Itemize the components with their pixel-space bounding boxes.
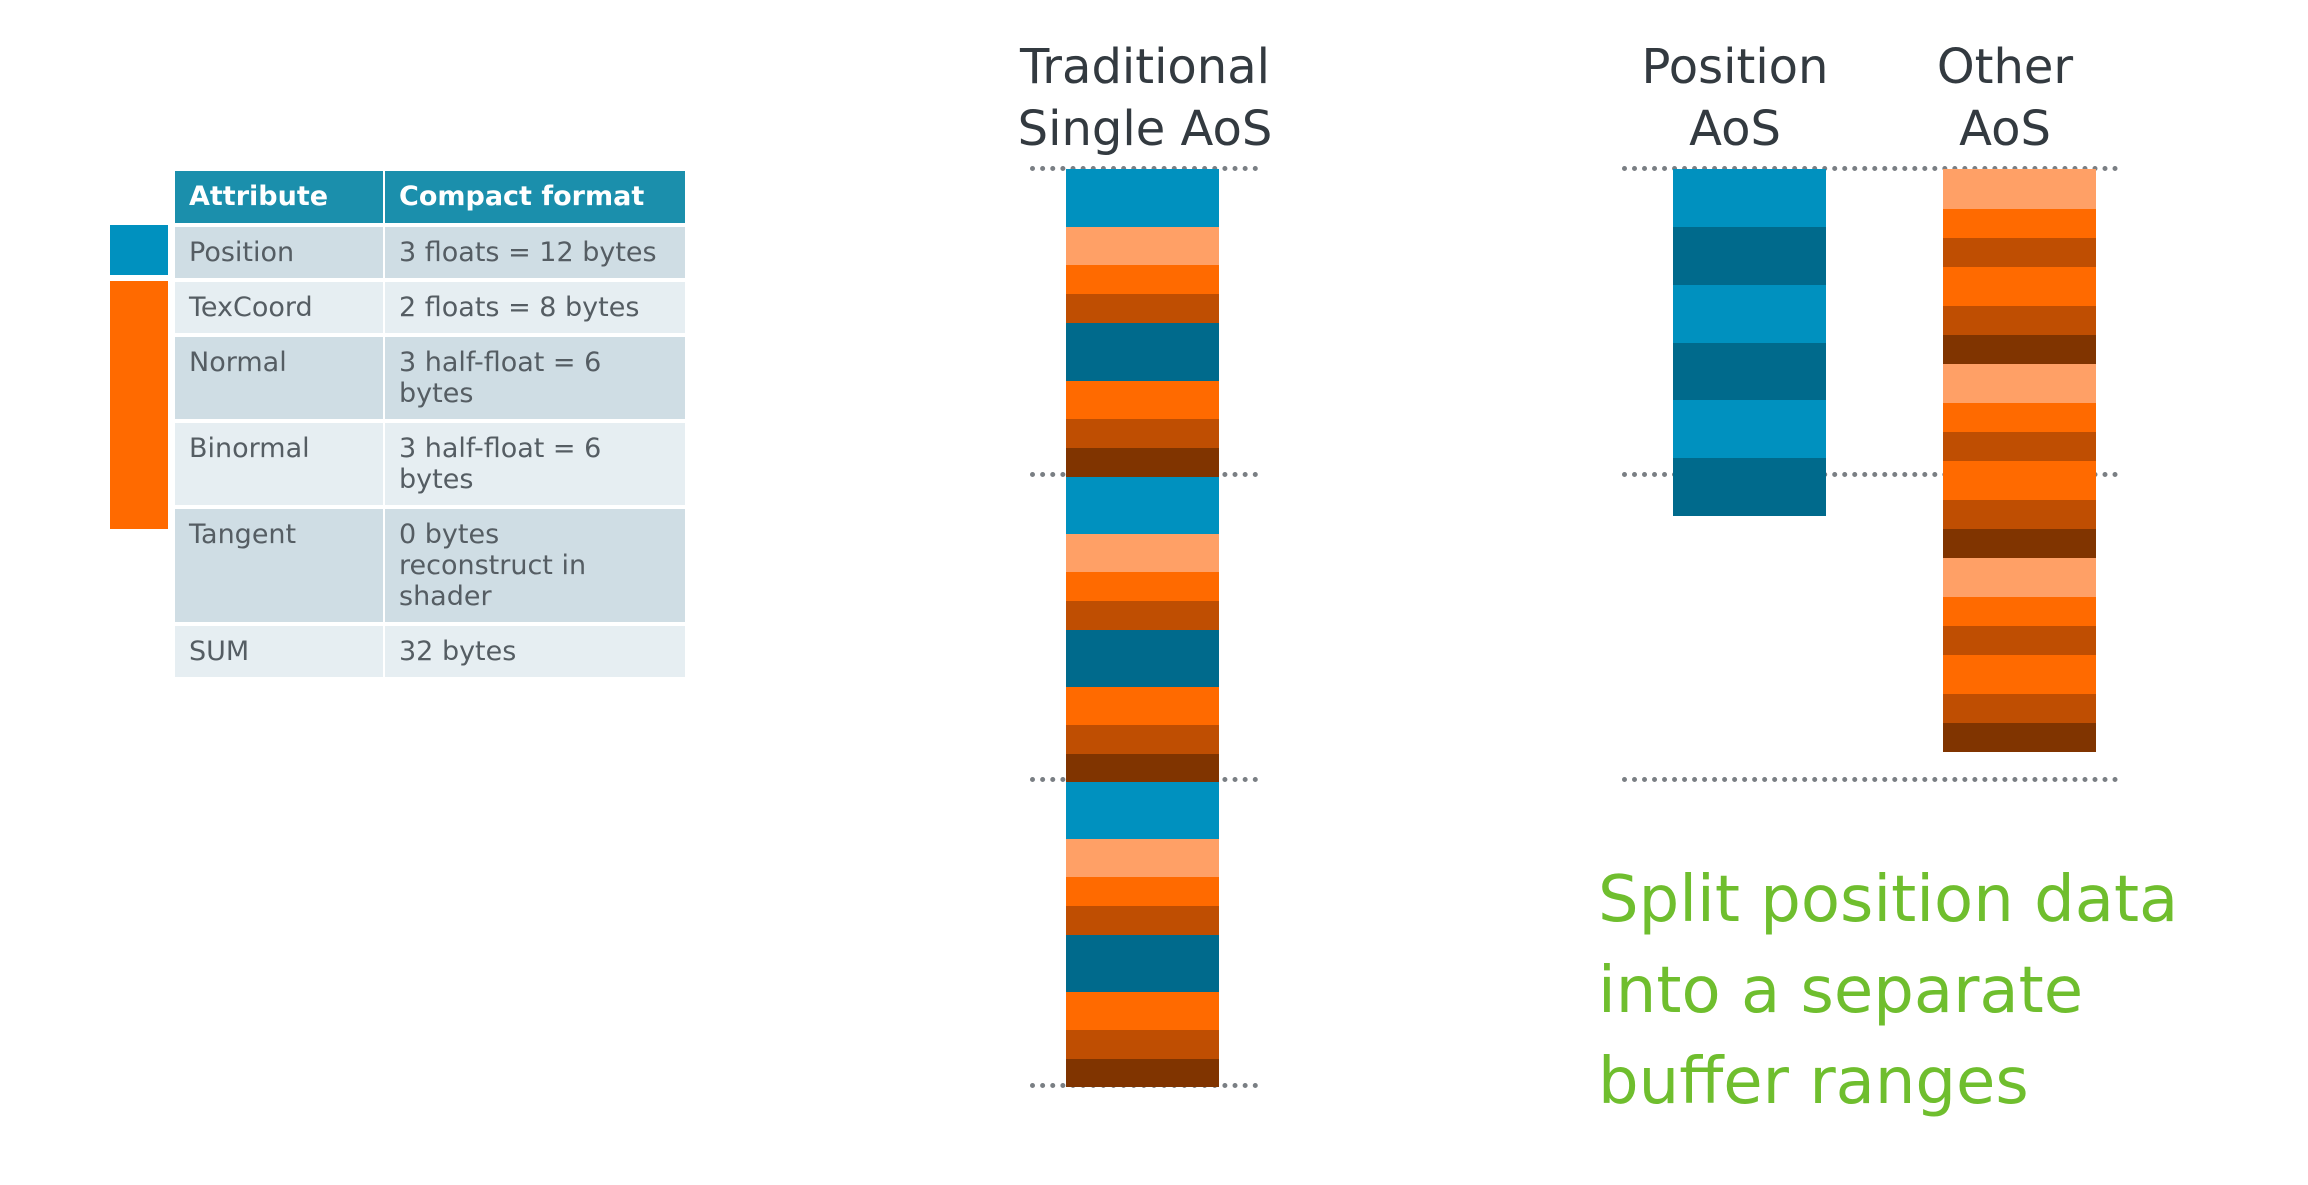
cell-format-line2: reconstruct in shader — [399, 550, 587, 612]
binormal-stripe — [1943, 626, 2096, 655]
cell-format: 3 floats = 12 bytes — [385, 227, 685, 278]
cell-attribute: Tangent — [175, 509, 385, 622]
binormal-stripe — [1066, 294, 1219, 323]
texcoord-stripe — [1943, 169, 2096, 209]
normal-stripe — [1066, 1030, 1219, 1059]
position-stripe — [1066, 630, 1219, 687]
position-stripe — [1066, 782, 1219, 839]
texcoord-stripe — [1066, 227, 1219, 265]
table-row: Binormal 3 half-float = 6 bytes — [175, 423, 685, 505]
position-stripe — [1066, 169, 1219, 227]
texcoord-stripe — [1066, 534, 1219, 572]
other-attributes-legend-bar — [110, 281, 168, 529]
position-stripe — [1066, 477, 1219, 534]
normal-stripe — [1066, 419, 1219, 448]
position-aos-title-line1: Position — [1641, 39, 1829, 95]
normal-stripe — [1943, 306, 2096, 335]
cell-attribute: SUM — [175, 626, 385, 677]
boundary-line — [1622, 777, 2118, 782]
texcoord-stripe — [1943, 461, 2096, 500]
normal-stripe — [1943, 597, 2096, 626]
normal-stripe — [1943, 500, 2096, 529]
cell-format: 3 half-float = 6 bytes — [385, 337, 685, 419]
texcoord-stripe — [1943, 655, 2096, 694]
cell-format-line1: 0 bytes — [399, 519, 500, 550]
normal-stripe — [1066, 725, 1219, 754]
position-stripe — [1066, 323, 1219, 381]
traditional-aos-title-line2: Single AoS — [1017, 101, 1273, 157]
table-row: Normal 3 half-float = 6 bytes — [175, 337, 685, 419]
cell-format: 3 half-float = 6 bytes — [385, 423, 685, 505]
texcoord-stripe — [1066, 839, 1219, 877]
normal-stripe — [1066, 265, 1219, 294]
binormal-stripe — [1066, 906, 1219, 935]
other-aos-title: Other AoS — [1880, 36, 2130, 160]
cell-attribute: Position — [175, 227, 385, 278]
normal-stripe — [1943, 209, 2096, 238]
cell-attribute: Binormal — [175, 423, 385, 505]
traditional-aos-title: Traditional Single AoS — [1000, 36, 1290, 160]
binormal-stripe — [1066, 601, 1219, 630]
split-position-note: Split position data into a separate buff… — [1598, 855, 2178, 1128]
position-legend-bar — [110, 225, 168, 275]
table-header-row: Attribute Compact format — [175, 171, 685, 223]
binormal-stripe — [1066, 1059, 1219, 1087]
binormal-stripe — [1943, 432, 2096, 461]
binormal-stripe — [1943, 335, 2096, 364]
table-row: TexCoord 2 floats = 8 bytes — [175, 282, 685, 333]
position-aos-title-line2: AoS — [1689, 101, 1781, 157]
binormal-stripe — [1943, 529, 2096, 558]
traditional-aos-title-line1: Traditional — [1020, 39, 1270, 95]
binormal-stripe — [1066, 754, 1219, 782]
normal-stripe — [1066, 572, 1219, 601]
boundary-line — [1622, 472, 2118, 477]
table-row: Position 3 floats = 12 bytes — [175, 227, 685, 278]
table-row: Tangent 0 bytes reconstruct in shader — [175, 509, 685, 622]
header-attribute: Attribute — [175, 171, 385, 223]
position-stripe — [1673, 227, 1826, 285]
boundary-line — [1622, 166, 2118, 171]
other-aos-title-line1: Other — [1936, 39, 2074, 95]
cell-attribute: TexCoord — [175, 282, 385, 333]
position-stripe — [1066, 935, 1219, 992]
cell-format: 32 bytes — [385, 626, 685, 677]
normal-stripe — [1943, 694, 2096, 723]
note-line3: buffer ranges — [1598, 1045, 2029, 1119]
table-row: SUM 32 bytes — [175, 626, 685, 677]
boundary-line — [1030, 166, 1258, 171]
position-stripe — [1673, 458, 1826, 516]
texcoord-stripe — [1943, 267, 2096, 306]
binormal-stripe — [1943, 723, 2096, 752]
position-stripe — [1673, 169, 1826, 227]
binormal-stripe — [1943, 238, 2096, 267]
cell-format: 0 bytes reconstruct in shader — [385, 509, 685, 622]
texcoord-stripe — [1943, 558, 2096, 597]
texcoord-stripe — [1066, 687, 1219, 725]
header-compact-format: Compact format — [385, 171, 685, 223]
note-line1: Split position data — [1598, 863, 2179, 937]
texcoord-stripe — [1066, 381, 1219, 419]
binormal-stripe — [1066, 448, 1219, 477]
normal-stripe — [1943, 403, 2096, 432]
position-aos-title: Position AoS — [1610, 36, 1860, 160]
cell-attribute: Normal — [175, 337, 385, 419]
attribute-format-table: Attribute Compact format Position 3 floa… — [175, 167, 685, 681]
other-aos-title-line2: AoS — [1959, 101, 2051, 157]
texcoord-stripe — [1943, 364, 2096, 403]
note-line2: into a separate — [1598, 954, 2084, 1028]
position-stripe — [1673, 400, 1826, 458]
cell-format: 2 floats = 8 bytes — [385, 282, 685, 333]
position-stripe — [1673, 285, 1826, 343]
texcoord-stripe — [1066, 992, 1219, 1030]
normal-stripe — [1066, 877, 1219, 906]
position-stripe — [1673, 343, 1826, 400]
